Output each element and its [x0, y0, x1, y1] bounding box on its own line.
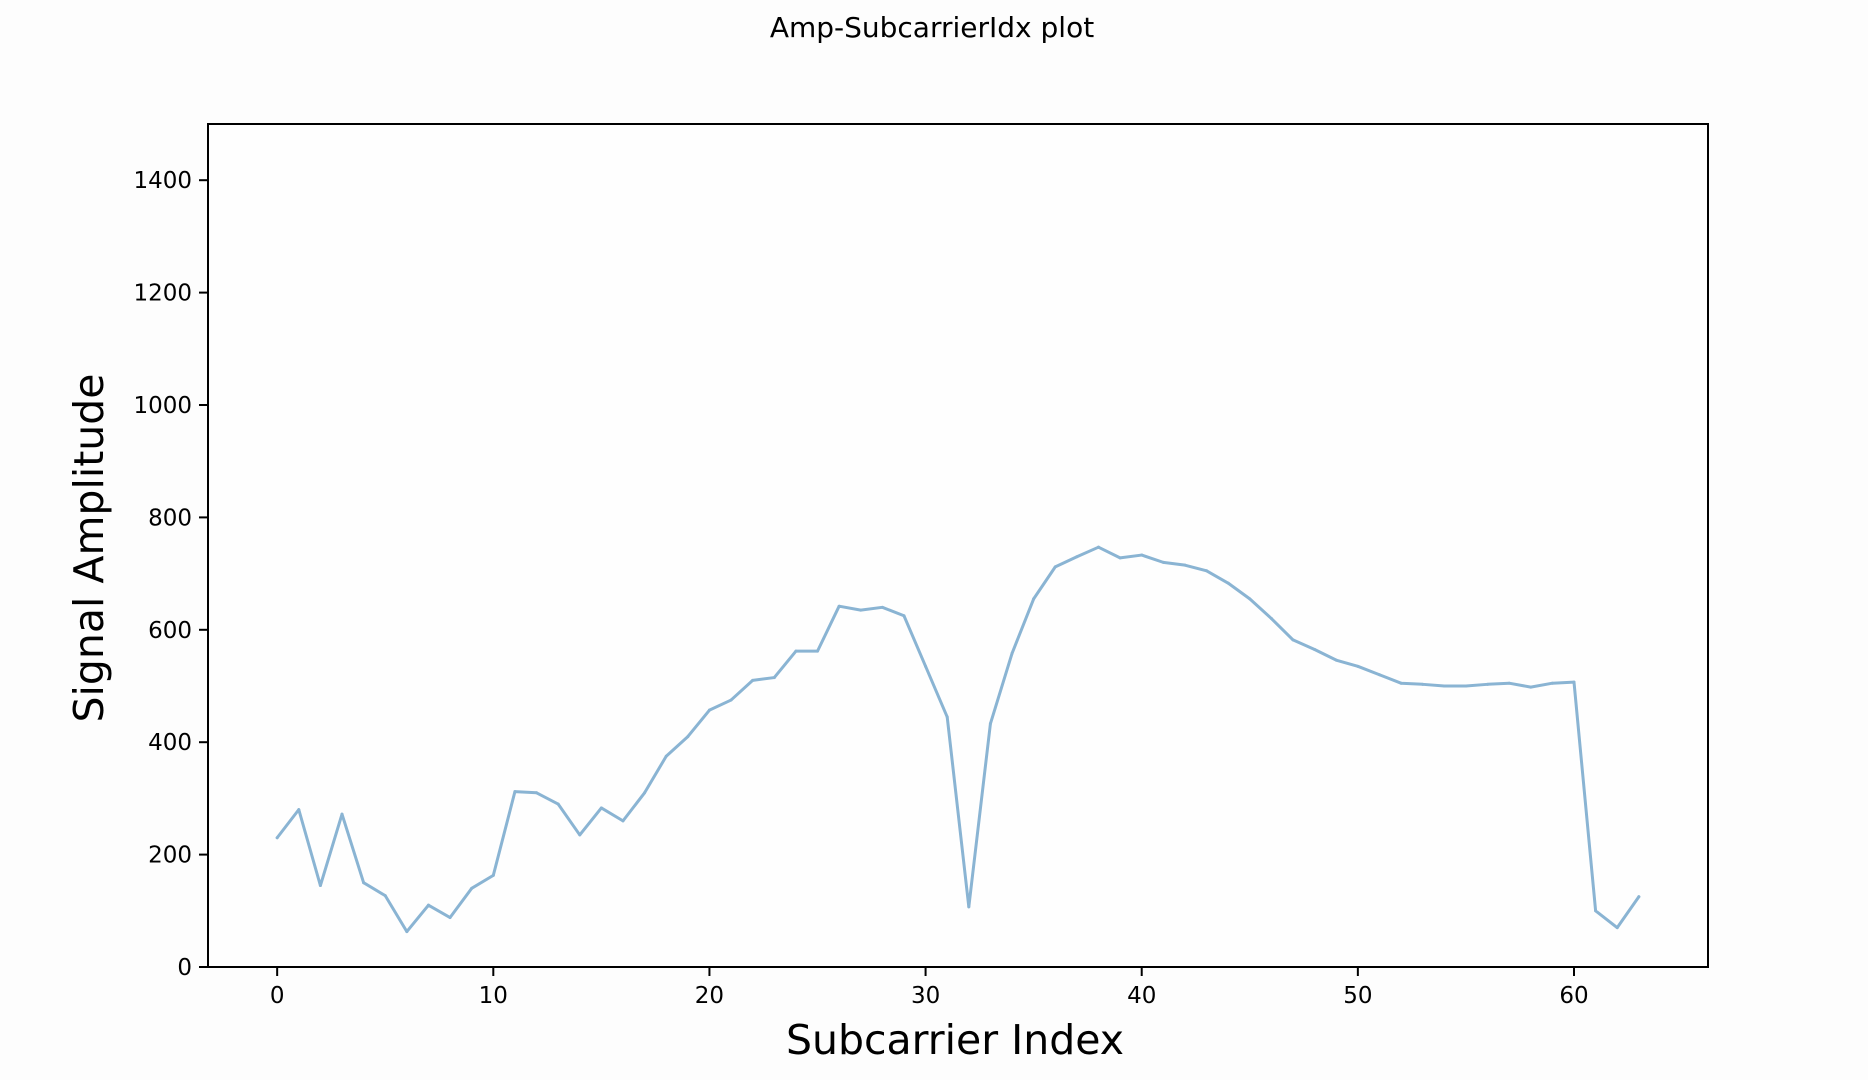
data-point: [1507, 681, 1511, 685]
data-point: [664, 754, 668, 758]
data-point: [1205, 569, 1209, 573]
data-point: [1399, 681, 1403, 685]
data-point: [470, 886, 474, 890]
data-point: [1118, 556, 1122, 560]
series-line: [275, 545, 1641, 934]
data-point: [362, 881, 366, 885]
y-tick-label: 1200: [133, 281, 192, 307]
data-point: [491, 873, 495, 877]
data-point: [1594, 909, 1598, 913]
data-point: [383, 894, 387, 898]
x-axis: 0 10 20 30 40 50 60: [270, 967, 1589, 1009]
data-point: [340, 812, 344, 816]
data-point: [1010, 651, 1014, 655]
data-point: [945, 715, 949, 719]
data-point: [318, 884, 322, 888]
data-point: [1032, 597, 1036, 601]
data-point: [1486, 682, 1490, 686]
y-tick-label: 800: [148, 505, 192, 531]
data-point: [1269, 617, 1273, 621]
data-point: [1161, 560, 1165, 564]
y-tick-label: 1000: [133, 393, 192, 419]
data-point: [1377, 673, 1381, 677]
data-point: [513, 790, 517, 794]
data-point: [578, 833, 582, 837]
data-point: [686, 735, 690, 739]
x-tick-label: 10: [479, 983, 508, 1009]
data-point: [880, 605, 884, 609]
data-point: [1226, 581, 1230, 585]
data-point: [816, 649, 820, 653]
data-point: [1615, 926, 1619, 930]
data-point: [275, 836, 279, 840]
data-point: [1313, 647, 1317, 651]
y-tick-label: 400: [148, 730, 192, 756]
data-point: [1183, 563, 1187, 567]
chart-title: Amp-SubcarrierIdx plot: [770, 11, 1094, 44]
y-axis: 0 200 400 600 800 1000 1200 1400: [133, 168, 208, 981]
data-point: [1334, 658, 1338, 662]
data-point: [1550, 681, 1554, 685]
data-point: [772, 676, 776, 680]
y-tick-label: 200: [148, 843, 192, 869]
data-point: [924, 664, 928, 668]
x-tick-label: 50: [1343, 983, 1372, 1009]
data-point: [1096, 545, 1100, 549]
data-point: [988, 722, 992, 726]
data-point: [1140, 553, 1144, 557]
data-point: [1075, 555, 1079, 559]
data-point: [859, 608, 863, 612]
data-point: [643, 791, 647, 795]
data-point: [1356, 664, 1360, 668]
data-point: [556, 802, 560, 806]
data-point: [902, 614, 906, 618]
data-point: [729, 698, 733, 702]
data-point: [1053, 565, 1057, 569]
x-tick-label: 30: [911, 983, 940, 1009]
data-point: [599, 806, 603, 810]
x-axis-label: Subcarrier Index: [786, 1016, 1124, 1064]
data-point: [448, 916, 452, 920]
data-point: [794, 649, 798, 653]
data-point: [621, 819, 625, 823]
data-point: [1529, 685, 1533, 689]
data-point: [1248, 597, 1252, 601]
data-point: [1442, 684, 1446, 688]
data-point: [1421, 682, 1425, 686]
x-tick-label: 20: [695, 983, 724, 1009]
data-point: [1637, 895, 1641, 899]
x-tick-label: 60: [1559, 983, 1588, 1009]
data-point: [405, 930, 409, 934]
data-point: [837, 604, 841, 608]
data-point: [297, 808, 301, 812]
plot-area: [207, 123, 1709, 968]
data-point: [535, 791, 539, 795]
data-point: [751, 678, 755, 682]
x-tick-label: 0: [270, 983, 285, 1009]
y-tick-label: 600: [148, 618, 192, 644]
data-points: [275, 545, 1641, 934]
y-tick-label: 0: [177, 955, 192, 981]
data-point: [1291, 638, 1295, 642]
data-point: [1464, 684, 1468, 688]
y-tick-label: 1400: [133, 168, 192, 194]
data-point: [967, 905, 971, 909]
x-tick-label: 40: [1127, 983, 1156, 1009]
data-point: [707, 708, 711, 712]
data-point: [426, 903, 430, 907]
y-axis-label: Signal Amplitude: [65, 373, 113, 722]
data-point: [1572, 680, 1576, 684]
